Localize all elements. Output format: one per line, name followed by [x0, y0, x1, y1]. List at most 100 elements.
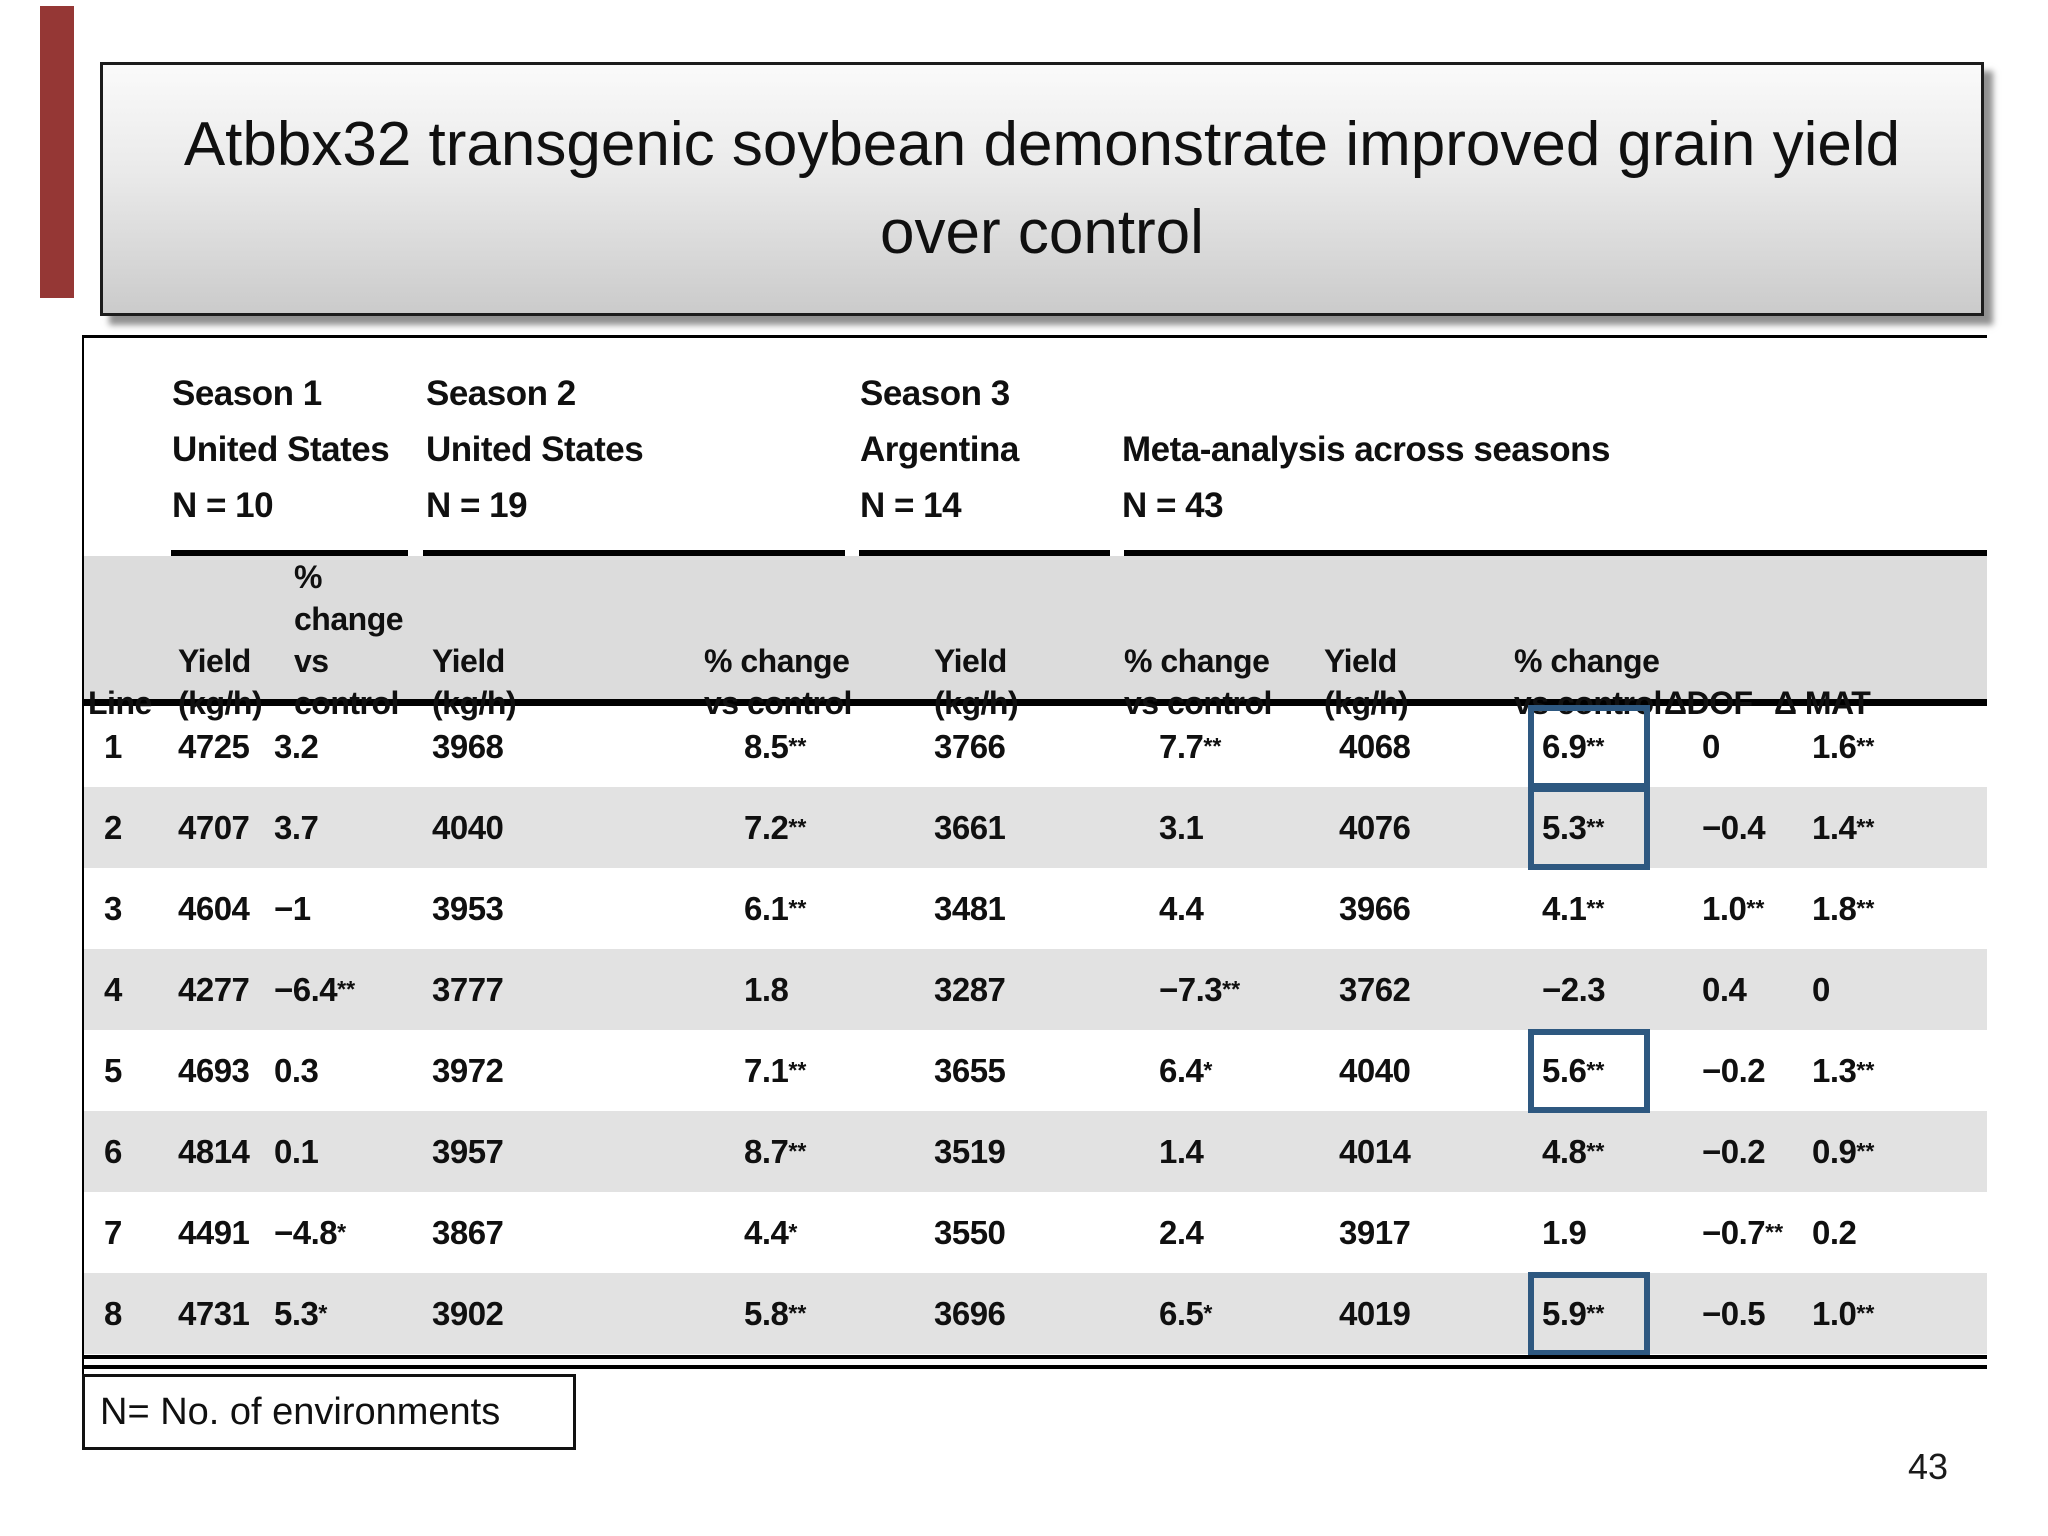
table-cell: 0.9 ** [1812, 1132, 1875, 1170]
season-label [1122, 366, 1610, 422]
column-header: Yield (kg/h) [934, 643, 1019, 721]
column-header: Yield (kg/h) [1324, 643, 1409, 721]
table-row: 8 4731 5.3 * 3902 5.8 ** 3696 6.5 * 4019 5.9 ** −0.5 1… [84, 1273, 1987, 1354]
table-cell: 3917 [1339, 1213, 1411, 1251]
table-cell: 3696 [934, 1294, 1006, 1332]
table-cell: 1.0 ** [1702, 889, 1765, 927]
table-cell: 1.4 [1159, 1132, 1204, 1170]
table-cell: 3766 [934, 727, 1006, 765]
table-cell: 8 [104, 1294, 122, 1332]
table-cell: 4.4 [1159, 889, 1204, 927]
slide-title: Atbbx32 transgenic soybean demonstrate i… [184, 101, 1900, 277]
page-number: 43 [1907, 1446, 1948, 1487]
table-cell: 6.4 * [1159, 1051, 1213, 1089]
column-header: Line [88, 685, 152, 721]
table-cell: 3655 [934, 1051, 1006, 1089]
season-group-meta: Meta-analysis across seasons N = 43 [1122, 366, 1610, 534]
table-body: 1 4725 3.2 3968 8.5 ** 3766 7.7 ** 4068 6.9 ** 0 1.6 *… [84, 706, 1987, 1354]
table-cell: 4040 [1339, 1051, 1411, 1089]
table-cell: 4014 [1339, 1132, 1411, 1170]
table-cell: −6.4 ** [274, 970, 356, 1008]
table-cell: −2.3 [1542, 970, 1606, 1008]
table-cell: 3762 [1339, 970, 1411, 1008]
table-cell: 1.8 [744, 970, 789, 1008]
table-cell: 3953 [432, 889, 504, 927]
column-header-row: Line Yield (kg/h) % change vs control Yield (k… [84, 556, 1987, 721]
header-rule-season1 [171, 550, 408, 556]
table-cell: 3.2 [274, 727, 319, 765]
highlighted-meta-cell: 5.6 ** [1514, 1030, 1664, 1111]
season-n: N = 10 [172, 486, 274, 525]
column-header: % change vs control [1124, 643, 1272, 721]
season-group-3: Season 3 Argentina N = 14 [860, 366, 1019, 534]
table-cell: 8.7 ** [744, 1132, 807, 1170]
season-group-2: Season 2 United States N = 19 [426, 366, 644, 534]
table-cell: 8.5 ** [744, 727, 807, 765]
table-cell: −0.4 [1702, 808, 1766, 846]
table-cell: 3972 [432, 1051, 504, 1089]
season-n: N = 43 [1122, 486, 1224, 525]
table-cell: 5 [104, 1051, 122, 1089]
table-bottom-rule [84, 1355, 1987, 1369]
season-location: United States [172, 430, 390, 469]
table-cell: 1.9 [1542, 1213, 1587, 1251]
table-cell: 0.4 [1702, 970, 1747, 1008]
table-cell: −7.3 ** [1159, 970, 1241, 1008]
highlighted-meta-cell: 5.9 ** [1514, 1273, 1664, 1354]
table-cell: −4.8 * [274, 1213, 347, 1251]
table-cell: 1.0 ** [1812, 1294, 1875, 1332]
table-cell: 4 [104, 970, 122, 1008]
table-cell: 6.1 ** [744, 889, 807, 927]
table-cell: 3957 [432, 1132, 504, 1170]
table-cell: 3550 [934, 1213, 1006, 1251]
table-cell: 4814 [178, 1132, 250, 1170]
season-group-1: Season 1 United States N = 10 [172, 366, 390, 534]
table-row: 4 4277 −6.4 ** 3777 1.8 3287 −7.3 ** 3762 −2.3 0.4 0 [84, 949, 1987, 1030]
table-cell: 3481 [934, 889, 1006, 927]
table-row: 6 4814 0.1 3957 8.7 ** 3519 1.4 4014 4.8 ** −0.2 0.9… [84, 1111, 1987, 1192]
table-cell: 4731 [178, 1294, 250, 1332]
table-row: 3 4604 −1 3953 6.1 ** 3481 4.4 3966 4.1 ** 1.0 ** 1.8… [84, 868, 1987, 949]
table-cell: −0.5 [1702, 1294, 1766, 1332]
table-cell: 4068 [1339, 727, 1411, 765]
header-rule-season2 [423, 550, 845, 556]
season-n: N = 14 [860, 486, 962, 525]
table-cell: 4604 [178, 889, 250, 927]
column-header: Yield (kg/h) [432, 643, 517, 721]
table-row: 7 4491 −4.8 * 3867 4.4 * 3550 2.4 3917 1.9 −0.7 ** 0.… [84, 1192, 1987, 1273]
table-cell: 4040 [432, 808, 504, 846]
table-cell: 3 [104, 889, 122, 927]
table-cell: 5.3 * [274, 1294, 328, 1332]
season-label: Season 1 [172, 374, 322, 413]
column-header: % change vs control [294, 559, 404, 721]
table-row: 2 4707 3.7 4040 7.2 ** 3661 3.1 4076 5.3 ** −0.4 1.4… [84, 787, 1987, 868]
table-cell: −0.2 [1702, 1132, 1766, 1170]
header-rule-meta [1124, 550, 1987, 556]
season-location: United States [426, 430, 644, 469]
table-cell: 0 [1812, 970, 1830, 1008]
table-cell: 4707 [178, 808, 250, 846]
table-cell: 4.1 ** [1542, 889, 1605, 927]
column-header: Yield (kg/h) [178, 643, 263, 721]
table-cell: 4725 [178, 727, 250, 765]
header-rule-season3 [859, 550, 1110, 556]
table-row: 1 4725 3.2 3968 8.5 ** 3766 7.7 ** 4068 6.9 ** 0 1.6 *… [84, 706, 1987, 787]
slide-title-line1: Atbbx32 transgenic soybean demonstrate i… [183, 110, 1901, 179]
table-cell: 7 [104, 1213, 122, 1251]
yield-results-table: Season 1 United States N = 10 Season 2 U… [82, 335, 1987, 1378]
table-cell: 1.6 ** [1812, 727, 1875, 765]
table-cell: 4693 [178, 1051, 250, 1089]
table-cell: 2.4 [1159, 1213, 1204, 1251]
season-header-row: Season 1 United States N = 10 Season 2 U… [84, 338, 1987, 550]
note-text: N= No. of environments [100, 1390, 501, 1433]
table-cell: 1.8 ** [1812, 889, 1875, 927]
table-cell: 6 [104, 1132, 122, 1170]
column-header: % change vs control [704, 643, 852, 721]
table-cell: 3867 [432, 1213, 504, 1251]
title-box: Atbbx32 transgenic soybean demonstrate i… [100, 62, 1984, 316]
table-cell: 4076 [1339, 808, 1411, 846]
table-cell: 3902 [432, 1294, 504, 1332]
table-cell: 7.1 ** [744, 1051, 807, 1089]
table-cell: 2 [104, 808, 122, 846]
